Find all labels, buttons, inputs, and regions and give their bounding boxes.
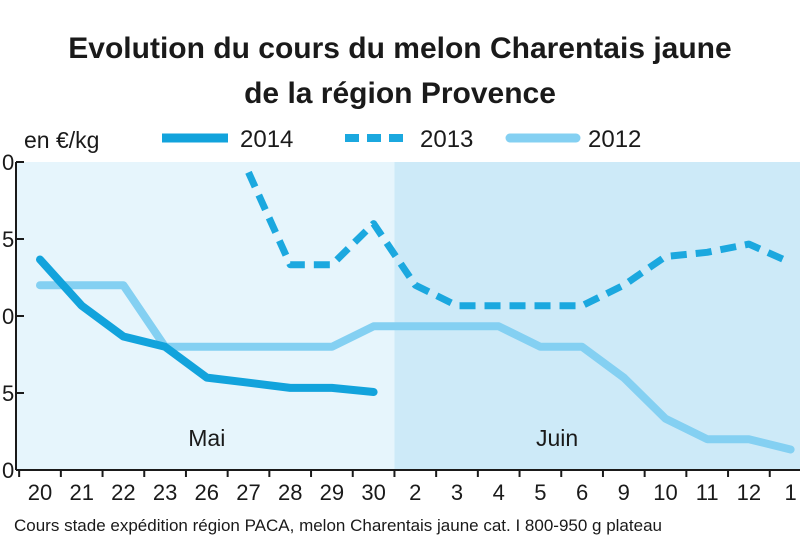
x-tick-label: 9 — [618, 480, 630, 505]
legend-label-2013: 2013 — [420, 126, 473, 153]
chart-title-line-1: Evolution du cours du melon Charentais j… — [68, 32, 731, 65]
y-tick-label: 0 — [2, 150, 14, 175]
x-tick-label: 27 — [236, 480, 260, 505]
month-label-juin: Juin — [536, 425, 578, 451]
x-tick-label: 30 — [361, 480, 385, 505]
x-tick-label: 10 — [653, 480, 677, 505]
x-tick-label: 5 — [534, 480, 546, 505]
x-tick-label: 11 — [696, 480, 719, 505]
y-tick-label: 5 — [2, 227, 14, 252]
y-tick-label: 0 — [2, 458, 14, 483]
x-tick-label: 20 — [28, 480, 52, 505]
y-tick-label: 0 — [2, 304, 14, 329]
x-tick-label: 26 — [195, 480, 219, 505]
month-region-mai — [16, 162, 395, 470]
x-tick-label: 29 — [320, 480, 344, 505]
y-unit-label: en €/kg — [24, 127, 99, 153]
x-tick-label: 6 — [576, 480, 588, 505]
x-tick-label: 3 — [451, 480, 463, 505]
series-line-2014 — [36, 255, 378, 396]
x-tick-label: 12 — [737, 480, 761, 505]
y-tick-label: 5 — [2, 381, 14, 406]
x-tick-label: 23 — [153, 480, 177, 505]
month-label-mai: Mai — [188, 425, 225, 451]
month-region-juin — [394, 162, 800, 470]
x-tick-label: 2 — [409, 480, 421, 505]
series-line-2013 — [245, 170, 793, 310]
legend-label-2014: 2014 — [240, 126, 293, 153]
x-tick-label: 1 — [784, 480, 796, 505]
x-tick-label: 22 — [111, 480, 135, 505]
x-axis: 20 21 22 23 26 27 28 29 30 2 3 4 5 6 9 10 11 12 1 — [18, 470, 797, 505]
source-note: Cours stade expédition région PACA, melo… — [14, 516, 662, 535]
x-tick-label: 21 — [69, 480, 93, 505]
series-layer — [36, 170, 795, 454]
x-tick-label: 28 — [278, 480, 302, 505]
x-tick-label: 4 — [493, 480, 505, 505]
chart-title-line-2: de la région Provence — [244, 77, 556, 110]
legend: 2014 2013 2012 — [162, 126, 641, 153]
legend-label-2012: 2012 — [588, 126, 641, 153]
y-axis: 0 5 0 5 0 — [2, 150, 24, 483]
